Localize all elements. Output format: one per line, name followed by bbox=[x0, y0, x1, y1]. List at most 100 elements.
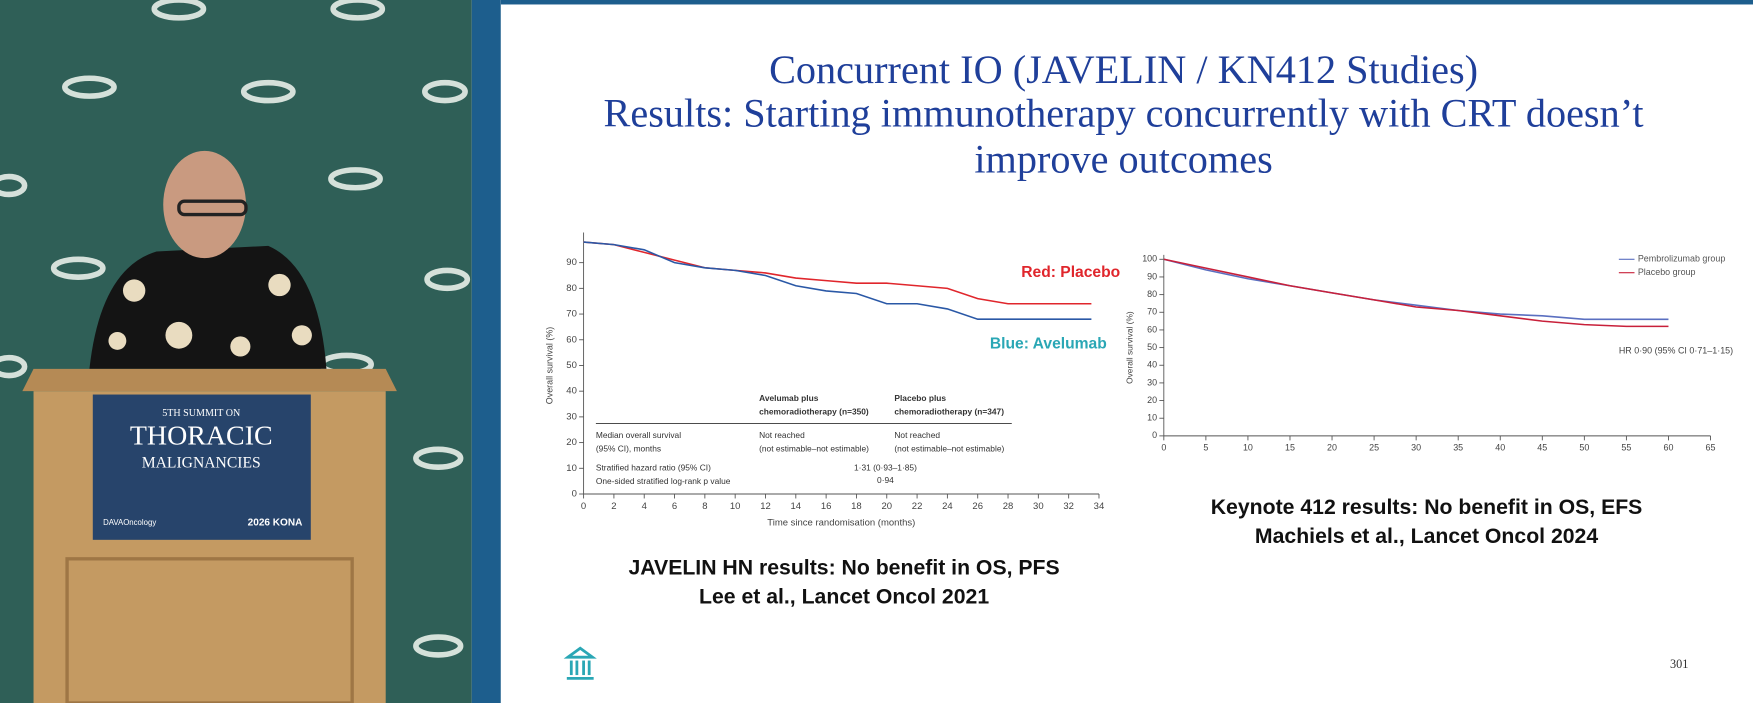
legend-label: Placebo group bbox=[1638, 267, 1696, 277]
y-tick-label: 50 bbox=[566, 360, 577, 371]
y-tick-label: 80 bbox=[1147, 289, 1157, 299]
sign-text: DAVAOncology bbox=[103, 518, 156, 527]
y-tick-label: 0 bbox=[1152, 430, 1157, 440]
x-tick-label: 4 bbox=[642, 501, 647, 512]
podium-panel bbox=[65, 557, 354, 703]
y-tick-label: 70 bbox=[566, 309, 577, 320]
y-tick-label: 10 bbox=[566, 463, 577, 474]
y-tick-label: 90 bbox=[1147, 271, 1157, 281]
y-tick-label: 20 bbox=[1147, 395, 1157, 405]
speaker-shirt bbox=[89, 245, 327, 369]
table-header: chemoradiotherapy (n=347) bbox=[894, 407, 1004, 417]
x-tick-label: 32 bbox=[1063, 501, 1074, 512]
table-cell: 1·31 (0·93–1·85) bbox=[854, 463, 917, 473]
y-tick-label: 50 bbox=[1147, 342, 1157, 352]
y-tick-label: 40 bbox=[566, 386, 577, 397]
glasses bbox=[177, 199, 248, 217]
x-tick-label: 25 bbox=[1369, 443, 1379, 453]
series-key: Blue: Avelumab bbox=[990, 335, 1107, 352]
table-header: Placebo plus bbox=[894, 393, 946, 403]
x-tick-label: 34 bbox=[1094, 501, 1105, 512]
caption: Machiels et al., Lancet Oncol 2024 bbox=[1255, 525, 1598, 548]
y-tick-label: 60 bbox=[566, 334, 577, 345]
x-tick-label: 22 bbox=[912, 501, 923, 512]
x-tick-label: 12 bbox=[760, 501, 771, 512]
x-tick-label: 10 bbox=[1243, 443, 1253, 453]
x-tick-label: 2 bbox=[611, 501, 616, 512]
slide bbox=[500, 0, 1753, 703]
y-tick-label: 60 bbox=[1147, 324, 1157, 334]
x-tick-label: 10 bbox=[730, 501, 741, 512]
sign-text: MALIGNANCIES bbox=[142, 454, 261, 471]
sign-text: 5TH SUMMIT ON bbox=[162, 408, 241, 419]
y-tick-label: 0 bbox=[572, 489, 577, 500]
slide-title: Concurrent IO (JAVELIN / KN412 Studies) bbox=[769, 47, 1478, 92]
legend-label: Pembrolizumab group bbox=[1638, 254, 1725, 264]
table-cell: Not reached bbox=[759, 430, 805, 440]
x-tick-label: 0 bbox=[581, 501, 586, 512]
table-label: Median overall survival bbox=[596, 430, 681, 440]
x-tick-label: 0 bbox=[1161, 443, 1166, 453]
x-tick-label: 65 bbox=[1706, 443, 1716, 453]
x-tick-label: 45 bbox=[1537, 443, 1547, 453]
x-tick-label: 24 bbox=[942, 501, 953, 512]
x-tick-label: 50 bbox=[1579, 443, 1589, 453]
table-cell: 0·94 bbox=[877, 475, 894, 485]
page-number: 301 bbox=[1670, 657, 1688, 671]
table-header: chemoradiotherapy (n=350) bbox=[759, 407, 869, 417]
x-tick-label: 15 bbox=[1285, 443, 1295, 453]
x-tick-label: 40 bbox=[1495, 443, 1505, 453]
shirt-pattern bbox=[108, 273, 312, 357]
x-tick-label: 60 bbox=[1663, 443, 1673, 453]
x-tick-label: 18 bbox=[851, 501, 862, 512]
table-label: (95% CI), months bbox=[596, 444, 661, 454]
speaker-head bbox=[163, 150, 246, 259]
y-tick-label: 30 bbox=[1147, 377, 1157, 387]
table-cell: (not estimable–not estimable) bbox=[894, 444, 1004, 454]
survival-curve bbox=[1163, 258, 1669, 328]
y-tick-label: 10 bbox=[1147, 413, 1157, 423]
x-tick-label: 30 bbox=[1411, 443, 1421, 453]
survival-curve bbox=[583, 241, 1092, 320]
x-tick-label: 30 bbox=[1033, 501, 1044, 512]
table-label: Stratified hazard ratio (95% CI) bbox=[596, 463, 711, 473]
caption: JAVELIN HN results: No benefit in OS, PF… bbox=[628, 556, 1059, 579]
x-tick-label: 16 bbox=[821, 501, 832, 512]
y-axis-label: Overall survival (%) bbox=[1125, 311, 1135, 384]
y-tick-label: 40 bbox=[1147, 360, 1157, 370]
slide-border bbox=[500, 0, 1753, 5]
caption: Lee et al., Lancet Oncol 2021 bbox=[699, 586, 989, 609]
caption: Keynote 412 results: No benefit in OS, E… bbox=[1211, 496, 1643, 519]
table-label: One-sided stratified log-rank p value bbox=[596, 476, 731, 486]
sign-text: THORACIC bbox=[130, 421, 273, 452]
y-tick-label: 30 bbox=[566, 411, 577, 422]
y-tick-label: 80 bbox=[566, 283, 577, 294]
slide-title: Results: Starting immunotherapy concurre… bbox=[604, 91, 1644, 136]
series-key: Red: Placebo bbox=[1021, 264, 1120, 281]
y-tick-label: 90 bbox=[566, 257, 577, 268]
y-tick-label: 70 bbox=[1147, 307, 1157, 317]
x-tick-label: 20 bbox=[1327, 443, 1337, 453]
y-tick-label: 20 bbox=[566, 437, 577, 448]
x-tick-label: 26 bbox=[972, 501, 983, 512]
x-tick-label: 14 bbox=[791, 501, 802, 512]
table-cell: (not estimable–not estimable) bbox=[759, 444, 869, 454]
sign-text: 2026 KONA bbox=[248, 518, 303, 529]
y-axis-label: Overall survival (%) bbox=[544, 327, 554, 404]
x-tick-label: 55 bbox=[1621, 443, 1631, 453]
x-tick-label: 28 bbox=[1003, 501, 1014, 512]
institution-logo bbox=[563, 646, 597, 680]
sign bbox=[92, 394, 311, 540]
table-cell: Not reached bbox=[894, 430, 940, 440]
y-tick-label: 100 bbox=[1142, 254, 1157, 264]
frame-strip bbox=[471, 0, 501, 703]
podium-top bbox=[22, 368, 397, 392]
x-tick-label: 5 bbox=[1203, 443, 1208, 453]
x-tick-label: 6 bbox=[672, 501, 677, 512]
x-axis-label: Time since randomisation (months) bbox=[767, 518, 915, 529]
table-header: Avelumab plus bbox=[759, 393, 819, 403]
survival-curve bbox=[1163, 258, 1669, 321]
x-tick-label: 35 bbox=[1453, 443, 1463, 453]
